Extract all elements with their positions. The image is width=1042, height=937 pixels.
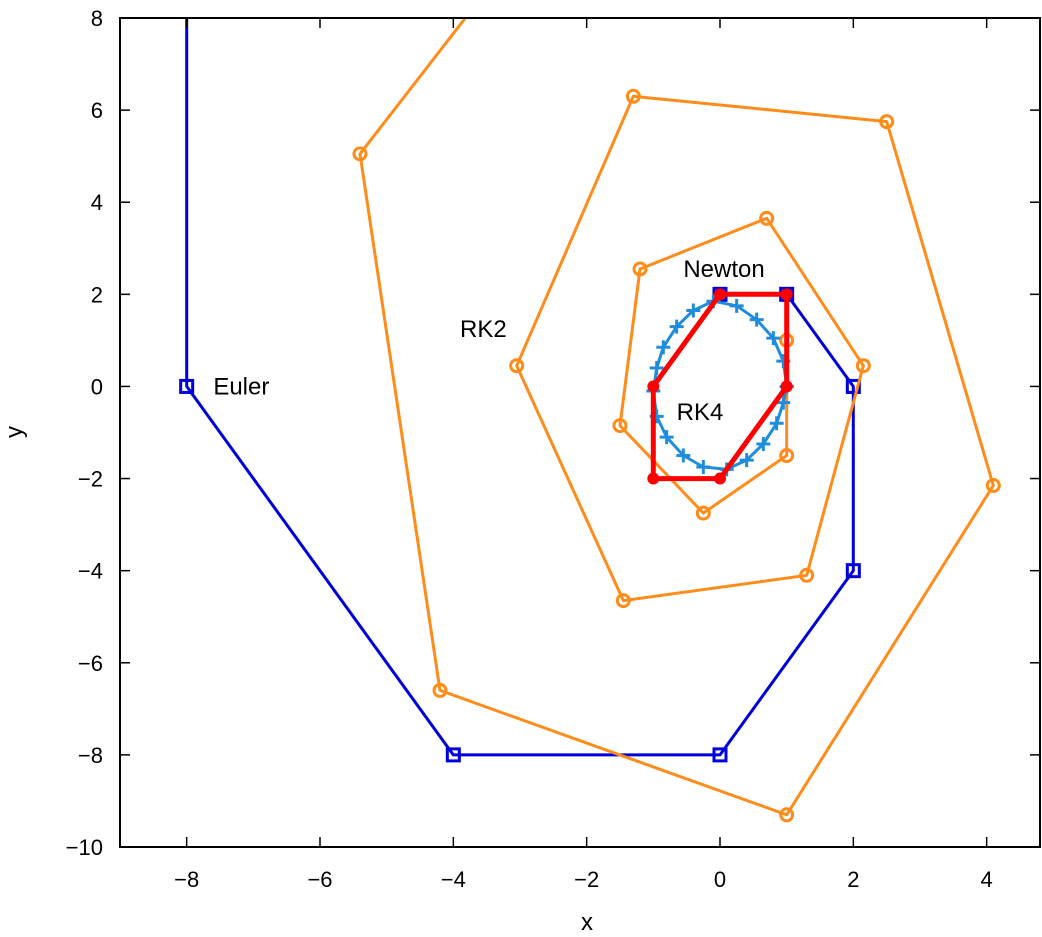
y-tick-label: −10 bbox=[66, 835, 103, 860]
x-axis-label: x bbox=[581, 909, 593, 936]
series-line-rk2 bbox=[358, 18, 995, 817]
y-tick-label: −8 bbox=[78, 743, 103, 768]
point-euler bbox=[179, 378, 195, 394]
point-euler bbox=[445, 747, 461, 763]
point-rk2 bbox=[509, 358, 525, 374]
series-rk4 bbox=[646, 294, 794, 477]
point-rk2 bbox=[759, 210, 775, 226]
point-rk4 bbox=[749, 312, 764, 327]
y-tick-label: 2 bbox=[91, 282, 103, 307]
annotation-rk4: RK4 bbox=[677, 399, 724, 426]
point-rk2 bbox=[779, 807, 795, 823]
y-tick-label: −4 bbox=[78, 559, 103, 584]
point-rk4 bbox=[649, 361, 664, 376]
point-euler bbox=[845, 378, 861, 394]
annotation-euler: Euler bbox=[213, 373, 269, 400]
point-rk2 bbox=[855, 358, 871, 374]
point-euler bbox=[845, 563, 861, 579]
point-rk2 bbox=[779, 448, 795, 464]
series-line-euler bbox=[185, 18, 855, 757]
point-newton bbox=[647, 380, 660, 393]
y-tick-label: 8 bbox=[91, 6, 103, 31]
plot-frame bbox=[119, 17, 1041, 848]
x-tick-label: −8 bbox=[174, 867, 199, 892]
point-rk4 bbox=[686, 303, 701, 318]
point-rk2 bbox=[879, 114, 895, 130]
x-tick-label: 4 bbox=[981, 867, 993, 892]
point-newton bbox=[647, 472, 660, 485]
point-rk4 bbox=[756, 437, 771, 452]
point-newton bbox=[780, 288, 793, 301]
series-rk2 bbox=[352, 18, 1001, 823]
series-layer bbox=[179, 18, 1001, 823]
x-tick-label: −6 bbox=[307, 867, 332, 892]
point-rk4 bbox=[766, 331, 781, 346]
point-rk4 bbox=[669, 319, 684, 334]
point-rk4 bbox=[696, 460, 711, 475]
point-rk4 bbox=[729, 298, 744, 313]
point-rk4 bbox=[656, 340, 671, 355]
y-tick-label: −2 bbox=[78, 467, 103, 492]
point-rk2 bbox=[615, 593, 631, 609]
y-tick-label: 6 bbox=[91, 98, 103, 123]
point-rk4 bbox=[739, 453, 754, 468]
series-euler bbox=[179, 18, 861, 763]
point-newton bbox=[714, 288, 726, 301]
y-tick-label: 4 bbox=[91, 190, 103, 215]
tick-labels: −8 −6 −4 −2 0 2 4 −10 −8 −6 −4 −2 0 2 4 6 8 bbox=[66, 6, 993, 892]
x-tick-label: −4 bbox=[441, 867, 466, 892]
y-tick-label: −6 bbox=[78, 651, 103, 676]
point-rk2 bbox=[432, 682, 448, 698]
annotation-rk2: RK2 bbox=[460, 316, 507, 343]
series-line-newton bbox=[650, 291, 790, 482]
annotation-newton: Newton bbox=[683, 256, 764, 283]
point-rk2 bbox=[985, 477, 1001, 493]
ticks-layer bbox=[120, 17, 1040, 848]
point-newton bbox=[714, 472, 726, 485]
x-tick-label: 2 bbox=[847, 867, 859, 892]
y-tick-label: 0 bbox=[91, 374, 103, 399]
point-newton bbox=[780, 380, 793, 393]
point-rk2 bbox=[612, 418, 628, 434]
point-rk2 bbox=[352, 146, 368, 162]
point-rk2 bbox=[695, 505, 711, 521]
point-rk2 bbox=[625, 88, 641, 104]
point-rk4 bbox=[659, 430, 674, 445]
y-axis-label: y bbox=[1, 426, 28, 438]
point-euler bbox=[712, 747, 728, 763]
point-rk4 bbox=[676, 448, 691, 463]
series-newton bbox=[647, 288, 793, 485]
point-rk4 bbox=[769, 416, 784, 431]
annotations: Euler RK2 Newton RK4 bbox=[213, 256, 764, 426]
x-tick-label: −2 bbox=[574, 867, 599, 892]
point-rk2 bbox=[632, 261, 648, 277]
point-rk2 bbox=[799, 567, 815, 583]
x-tick-label: 0 bbox=[714, 867, 726, 892]
point-rk4 bbox=[776, 395, 791, 410]
